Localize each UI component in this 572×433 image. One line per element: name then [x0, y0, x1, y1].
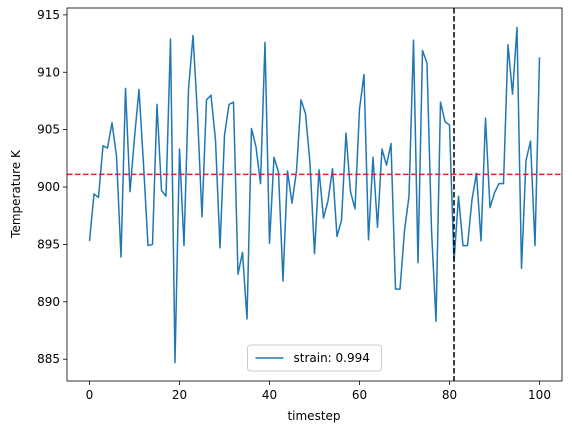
y-tick-label: 910 [37, 65, 60, 79]
legend-box [247, 344, 382, 372]
y-tick-label: 905 [37, 123, 60, 137]
y-tick-label: 885 [37, 352, 60, 366]
y-tick-label: 890 [37, 295, 60, 309]
plot-frame [66, 7, 563, 382]
data-line [88, 26, 541, 364]
y-tick-label: 915 [37, 8, 60, 22]
x-tick-label: 20 [172, 388, 187, 402]
x-tick-label: 100 [528, 388, 551, 402]
x-tick-label: 80 [442, 388, 457, 402]
x-tick-label: 60 [352, 388, 367, 402]
y-tick-label: 900 [37, 180, 60, 194]
x-tick-label: 0 [86, 388, 94, 402]
y-tick-label: 895 [37, 237, 60, 251]
y-axis-label: Temperature K [9, 149, 23, 239]
x-tick-label: 40 [262, 388, 277, 402]
x-axis-label: timestep [287, 409, 340, 423]
legend-label: strain: 0.994 [294, 351, 370, 365]
